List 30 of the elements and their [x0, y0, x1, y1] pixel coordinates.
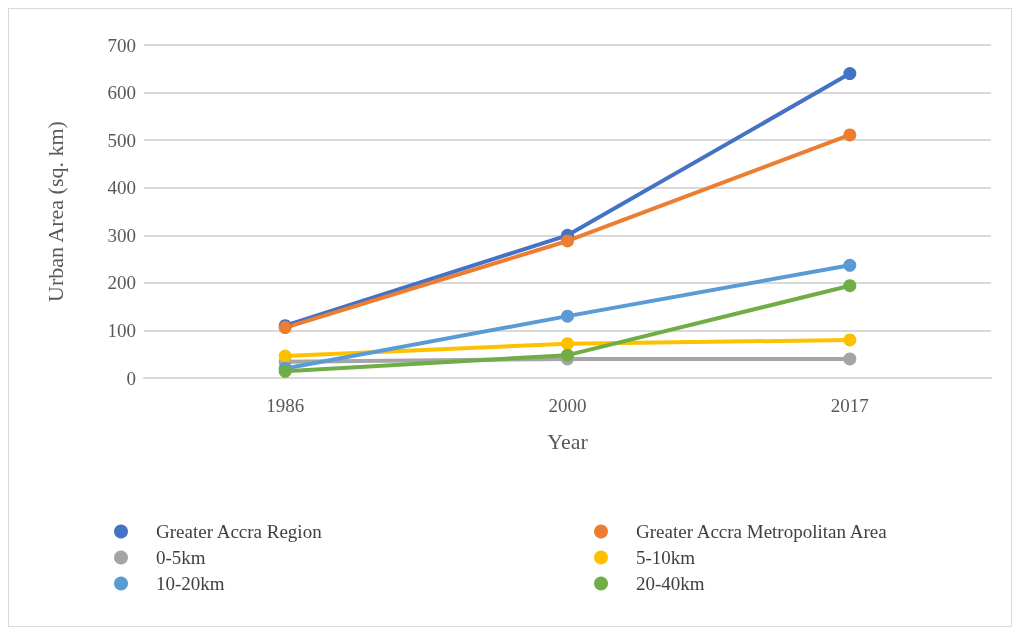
x-tick-label: 2000: [548, 395, 587, 416]
point: [843, 258, 857, 272]
point: [843, 333, 857, 347]
legend-label: 5-10km: [636, 547, 696, 568]
point: [843, 67, 857, 81]
y-tick-label: 400: [107, 177, 136, 199]
x-tick-label: 2017: [830, 395, 869, 416]
y-tick-label: 0: [126, 367, 136, 389]
point: [561, 348, 574, 362]
point: [843, 279, 857, 293]
legend-label: Greater Accra Metropolitan Area: [636, 521, 888, 542]
y-tick-label: 500: [107, 129, 136, 151]
x-tick-label: 1986: [266, 395, 305, 416]
x-axis-title: Year: [547, 428, 589, 454]
y-tick-label: 600: [107, 82, 136, 104]
legend-label: 20-40km: [636, 573, 705, 594]
y-tick-label: 200: [107, 272, 136, 294]
point: [561, 337, 574, 351]
legend-label: 0-5km: [156, 547, 206, 568]
y-tick-label: 100: [107, 319, 136, 341]
y-axis-title: Urban Area (sq. km): [42, 121, 68, 302]
point: [561, 309, 574, 323]
point: [561, 234, 574, 248]
point: [278, 349, 292, 363]
y-tick-label: 300: [107, 224, 136, 246]
legend-label: Greater Accra Region: [156, 521, 323, 542]
legend-label: 10-20km: [156, 573, 225, 594]
point: [843, 128, 857, 142]
point: [843, 352, 857, 366]
y-tick-label: 700: [107, 34, 136, 56]
